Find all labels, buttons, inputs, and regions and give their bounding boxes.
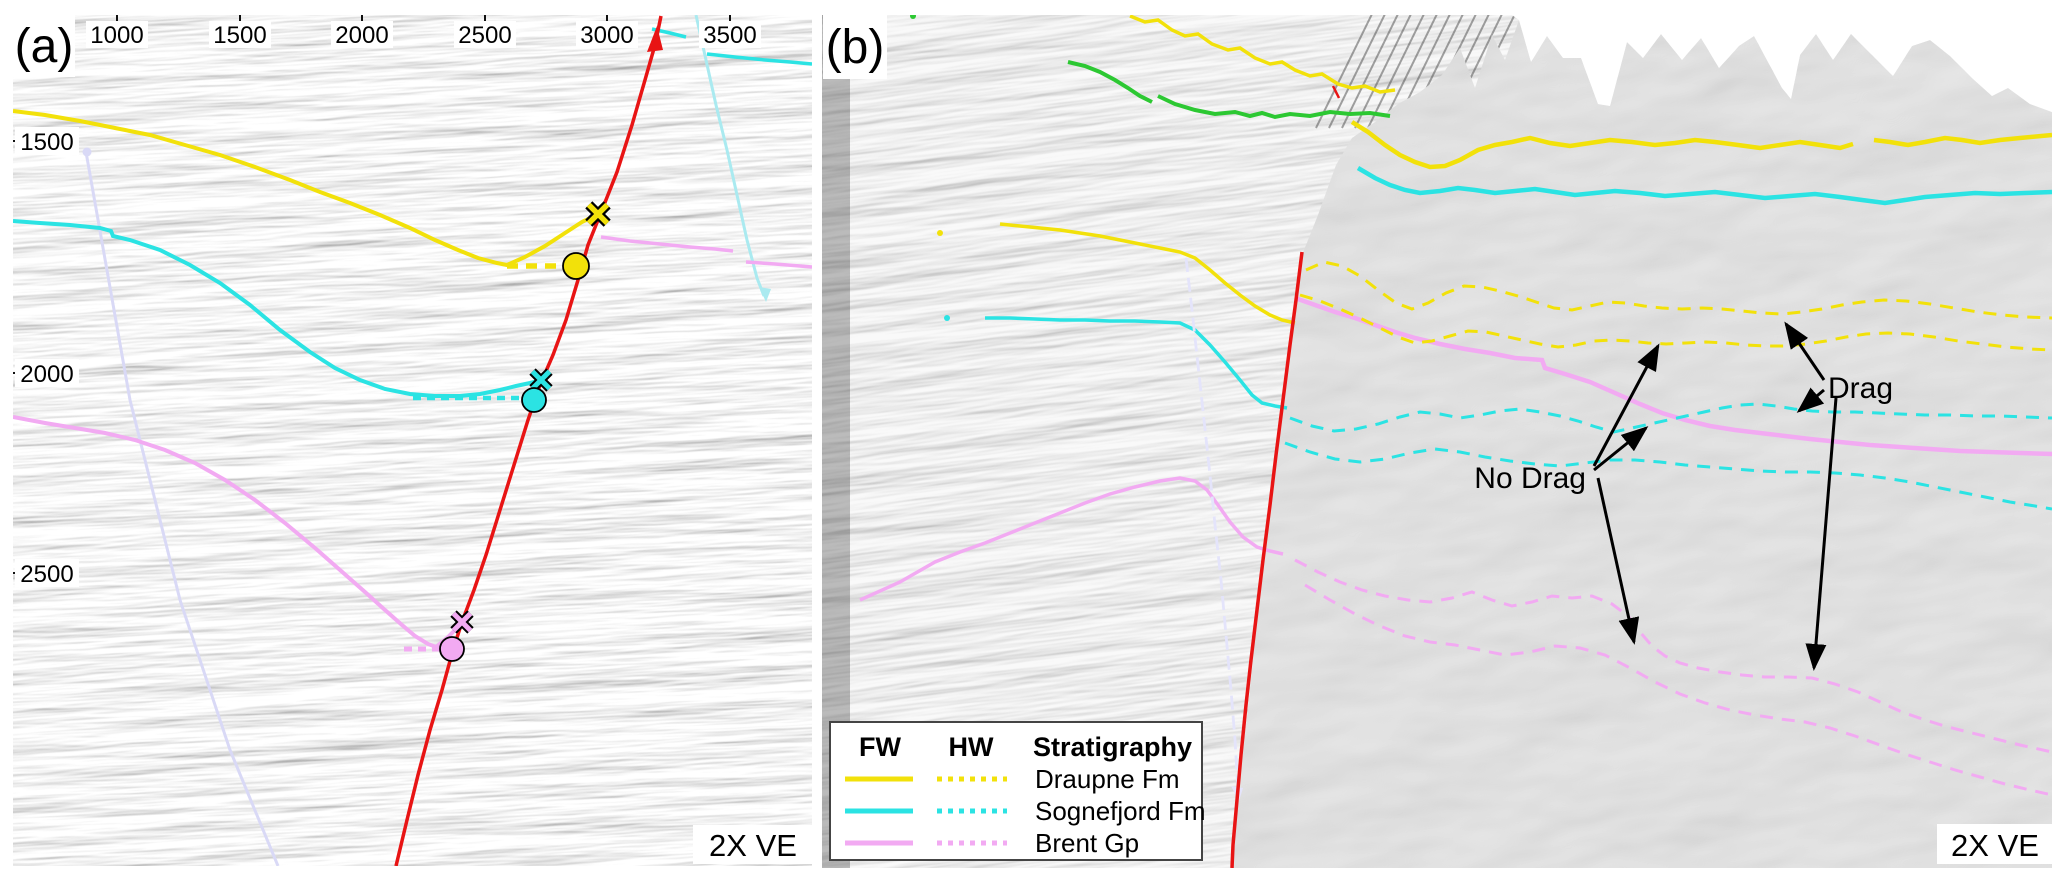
horizon-sognefjord-b-section	[985, 316, 1288, 410]
left-tick-label: 1500	[20, 129, 73, 156]
panel-a	[13, 15, 812, 866]
legend-header-hw: HW	[949, 732, 994, 762]
legend-row-label-draupne: Draupne Fm	[1035, 764, 1180, 794]
left-tick-label: 2000	[20, 361, 73, 388]
yellow-speck	[937, 230, 943, 236]
panel-b-ve-box	[1937, 824, 2052, 864]
hw-dashed-brent-pair	[1294, 558, 2052, 797]
tick-label-box	[15, 359, 79, 387]
antithetic-fault-east	[694, 15, 766, 297]
top-tick-label: 2500	[458, 22, 511, 49]
panel-a-label-box	[13, 15, 75, 77]
top-tick-label: 1500	[213, 22, 266, 49]
top-tick-label: 2000	[335, 22, 388, 49]
legend: FW HW Stratigraphy Draupne Fm Sognefjord…	[829, 721, 1206, 861]
panel-b-ve-label: 2X VE	[1951, 828, 2039, 863]
fw-cutoff-x-brent	[450, 610, 474, 634]
horizon-sognefjord-a	[13, 219, 539, 398]
hw-cutoff-circle-draupne	[562, 252, 590, 280]
top-axis-ticks	[116, 15, 731, 23]
no-drag-annotation: No Drag	[1474, 462, 1586, 495]
no-drag-arrows	[1592, 343, 1660, 645]
tick-label-box	[454, 21, 516, 48]
panel-a-left-axis: 1500 2000 2500	[13, 127, 79, 588]
cyan-speck	[944, 315, 950, 321]
panel-b: No Drag Drag FW HW Stratigraphy Draupne …	[822, 15, 2052, 868]
hw-cutoff-circle-brent	[439, 636, 465, 662]
antithetic-fault-west	[84, 151, 280, 866]
fw-cutoff-draupne-surface	[1350, 120, 2052, 170]
tick-label-box	[209, 21, 271, 48]
tick-label-box	[15, 127, 79, 155]
fw-cutoff-x-draupne	[585, 201, 611, 227]
top-tick-label: 1000	[90, 22, 143, 49]
horizon-brent-b-section	[859, 476, 1284, 602]
fault-east-arrow-icon	[759, 287, 771, 302]
horizon-brent-a	[13, 415, 463, 650]
tick-label-box	[331, 21, 393, 48]
drag-arrows	[1784, 321, 1838, 671]
fw-cutoff-sognefjord-surface	[1356, 166, 2052, 206]
tick-label-box	[15, 559, 79, 587]
fw-cutoff-x-sognefjord	[529, 368, 553, 392]
top-tick-label: 3000	[580, 22, 633, 49]
horizon-draupne-b-top	[1129, 15, 1396, 94]
hw-dashed-draupne-pair	[1299, 260, 2052, 352]
horizon-draupne-a	[13, 109, 595, 268]
legend-box	[829, 721, 1203, 861]
tick-label-box	[86, 21, 148, 48]
fw-cutoff-brent-surface	[1294, 295, 2052, 457]
panel-b-label: (b)	[826, 21, 885, 74]
top-tick-label: 3500	[703, 22, 756, 49]
fault-tip-dot	[82, 147, 92, 157]
panel-a-ve-box	[693, 825, 813, 864]
legend-row-label-sognefjord: Sognefjord Fm	[1035, 796, 1206, 826]
green-speck	[910, 15, 916, 19]
tick-label-box	[699, 21, 761, 48]
seismic-section-a-texture	[13, 15, 812, 866]
background-above-surface	[1512, 15, 2052, 112]
hw-dashed-sognefjord-pair	[1284, 402, 2052, 511]
main-fault-arrow-icon	[647, 26, 663, 52]
hw-cutoff-circle-sognefjord	[521, 387, 547, 413]
horizon-draupne-b-section	[999, 222, 1296, 325]
panel-a-ve-label: 2X VE	[709, 828, 797, 863]
main-fault-b	[1230, 251, 1304, 868]
panel-a-label: (a)	[15, 20, 74, 73]
horizon-green-b	[1067, 60, 1391, 120]
main-fault-a	[394, 15, 663, 866]
secondary-fault-b	[1184, 257, 1240, 791]
panel-a-top-axis: 1000 1500 2000 2500 3000 3500	[86, 15, 761, 49]
panel-b-label-box	[823, 15, 887, 79]
legend-row-label-brent: Brent Gp	[1035, 828, 1139, 858]
legend-header-fw: FW	[859, 732, 901, 762]
tick-label-box	[576, 21, 638, 48]
horizon-brent-a-fw	[600, 235, 812, 269]
left-tick-label: 2500	[20, 561, 73, 588]
drag-annotation: Drag	[1828, 372, 1893, 405]
legend-header-stratigraphy: Stratigraphy	[1033, 732, 1192, 762]
red-tick	[1331, 85, 1341, 99]
